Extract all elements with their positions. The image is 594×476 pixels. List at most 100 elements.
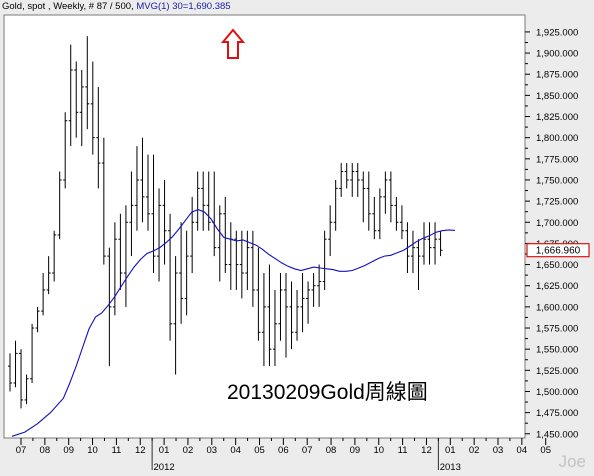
x-tick-label: 06 [278, 445, 289, 456]
y-tick-label: 1,625.000 [536, 281, 578, 292]
ohlc-bar [90, 61, 95, 155]
ohlc-bar [123, 205, 128, 307]
ohlc-bar [201, 171, 206, 231]
x-tick-label: 03 [207, 445, 218, 456]
chart-annotation: 20130209Gold周線圖 [227, 381, 428, 404]
ohlc-bar [74, 61, 79, 138]
ohlc-bar [168, 213, 173, 341]
ohlc-bar [355, 163, 360, 197]
ohlc-bar [361, 171, 366, 223]
ohlc-bar [427, 222, 432, 265]
ohlc-bar [278, 273, 283, 341]
ohlc-bar [317, 264, 322, 307]
ohlc-bar [350, 163, 355, 197]
x-tick-label: 08 [326, 445, 337, 456]
y-tick-label: 1,800.000 [536, 133, 578, 144]
ohlc-bar [388, 171, 393, 223]
x-tick-label: 05 [254, 445, 265, 456]
last-price-label: 1,666.960 [536, 246, 581, 257]
ohlc-bar [295, 289, 300, 341]
ohlc-bar [256, 247, 261, 341]
ohlc-bar [344, 163, 349, 189]
ohlc-bar [261, 273, 266, 367]
y-tick-label: 1,700.000 [536, 218, 578, 229]
indicator-label: MVG(1) 30=1,690.385 [136, 1, 231, 12]
ohlc-bar [68, 44, 73, 147]
ohlc-bar [366, 171, 371, 231]
y-tick-label: 1,575.000 [536, 324, 578, 335]
ohlc-bar [13, 340, 18, 388]
y-tick-label: 1,825.000 [536, 112, 578, 123]
ohlc-bar [383, 171, 388, 214]
y-tick-label: 1,525.000 [536, 366, 578, 377]
ohlc-bar [30, 323, 35, 384]
ohlc-bar [217, 205, 222, 282]
chart-header: Gold, spot , Weekly, # 87 / 500, MVG(1) … [2, 1, 231, 12]
ohlc-bar [19, 349, 24, 409]
x-tick-label: 12 [421, 445, 432, 456]
ohlc-bar [96, 86, 101, 189]
ohlc-bar [140, 137, 145, 223]
x-tick-label: 04 [517, 445, 528, 456]
year-label: 2012 [154, 462, 175, 473]
x-tick-label: 01 [445, 445, 456, 456]
y-tick-label: 1,900.000 [536, 49, 578, 60]
ohlc-bar [24, 374, 29, 405]
ohlc-bar [151, 154, 156, 274]
x-tick-label: 09 [350, 445, 361, 456]
ohlc-bar [399, 205, 404, 240]
instrument-label: Gold, spot , Weekly, # 87 / 500, [2, 1, 137, 12]
year-label: 2013 [440, 462, 461, 473]
ohlc-bar [101, 137, 106, 265]
ohlc-bar [112, 222, 117, 316]
ohlc-bar [372, 196, 377, 240]
x-tick-label: 10 [87, 445, 98, 456]
ohlc-bar [333, 179, 338, 231]
ohlc-bar [41, 273, 46, 316]
x-tick-label: 03 [493, 445, 504, 456]
ohlc-bar [306, 281, 311, 324]
ohlc-bar [35, 306, 40, 333]
ohlc-bar [322, 230, 327, 290]
ohlc-bar [118, 213, 123, 290]
ohlc-bar [206, 171, 211, 231]
up-arrow-icon [220, 28, 246, 59]
ohlc-bar [52, 230, 57, 282]
ohlc-bar [267, 264, 272, 367]
ohlc-bar [162, 179, 167, 265]
ohlc-bar [328, 205, 333, 257]
ohlc-bar [146, 154, 150, 231]
x-tick-label: 11 [111, 445, 121, 456]
last-price-marker: 1,666.960 [526, 243, 590, 258]
ohlc-bar [339, 163, 344, 197]
ohlc-bar [377, 188, 382, 240]
y-axis: 1,450.000 1,475.000 1,500.000 1,525.000 1,55… [525, 27, 578, 440]
y-tick-label: 1,775.000 [536, 154, 578, 165]
y-tick-label: 1,875.000 [536, 70, 578, 81]
ohlc-bar [8, 353, 12, 392]
ohlc-bar [300, 273, 305, 333]
ohlc-bar [416, 239, 421, 290]
plot-area [3, 14, 526, 439]
y-tick-label: 1,550.000 [536, 345, 578, 356]
ohlc-bar [433, 222, 438, 265]
x-tick-label: 05 [540, 445, 551, 456]
ohlc-bar [410, 230, 415, 274]
x-tick-label: 02 [469, 445, 480, 456]
ohlc-bar [57, 171, 62, 240]
ohlc-bar [394, 196, 399, 231]
ohlc-bar [173, 256, 178, 375]
y-tick-label: 1,650.000 [536, 260, 578, 271]
ohlc-bar [190, 196, 195, 274]
x-tick-label: 07 [16, 445, 27, 456]
x-tick-label: 09 [63, 445, 74, 456]
y-tick-label: 1,750.000 [536, 175, 578, 186]
y-tick-label: 1,925.000 [536, 27, 578, 38]
x-tick-label: 02 [183, 445, 194, 456]
ohlc-bar [85, 36, 90, 130]
ohlc-bar [195, 171, 200, 231]
ohlc-bar [107, 247, 112, 367]
watermark: Joe [558, 452, 586, 471]
ohlc-bar [79, 69, 84, 147]
